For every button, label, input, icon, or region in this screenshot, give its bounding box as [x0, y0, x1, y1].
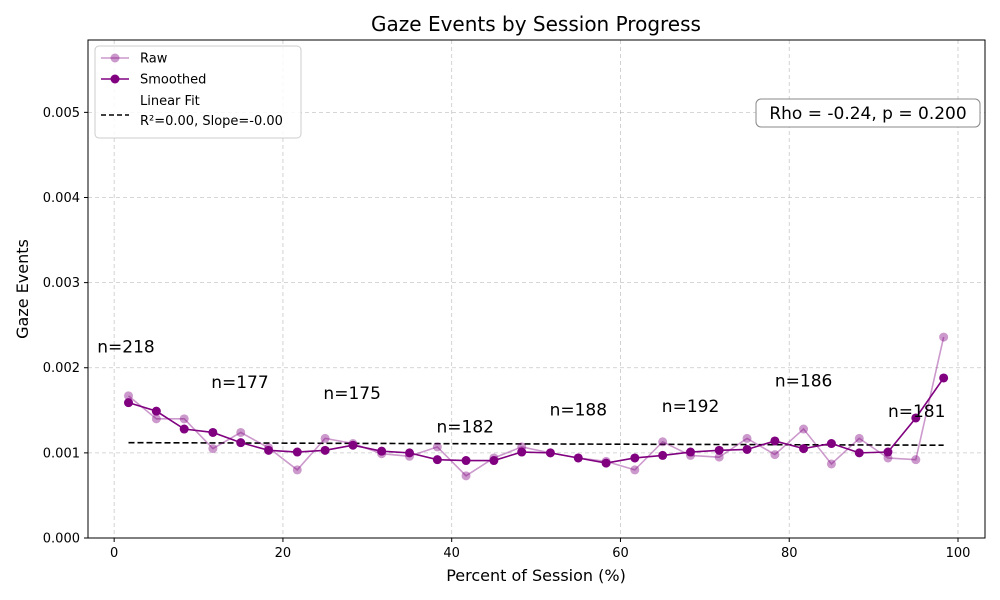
smoothed-point-20	[686, 447, 696, 457]
y-tick-label-4: 0.004	[43, 191, 80, 206]
smoothed-point-28	[911, 413, 921, 423]
smoothed-point-22	[742, 444, 752, 454]
x-tick-label-0: 0	[110, 546, 118, 561]
raw-point-1	[151, 414, 161, 424]
y-axis-label: Gaze Events	[13, 239, 32, 339]
linear-fit-line	[128, 441, 944, 447]
raw-point-18	[630, 465, 640, 475]
legend-fit-stats: R²=0.00, Slope=-0.00	[140, 114, 283, 129]
stat-box-text: Rho = -0.24, p = 0.200	[769, 104, 966, 124]
legend: Raw Smoothed Linear Fit R²=0.00, Slope=-…	[94, 45, 302, 139]
x-axis-label: Percent of Session (%)	[446, 566, 626, 585]
smoothed-point-17	[601, 458, 611, 468]
raw-point-28	[911, 455, 921, 465]
legend-smoothed-marker	[110, 74, 120, 84]
sample-size-annotation-5: n=192	[662, 397, 719, 417]
smoothed-point-24	[799, 444, 809, 454]
stat-box: Rho = -0.24, p = 0.200	[755, 98, 981, 128]
series-layer	[124, 332, 949, 481]
smoothed-point-27	[883, 447, 893, 457]
smoothed-point-19	[658, 450, 668, 460]
smoothed-point-11	[432, 455, 442, 465]
raw-point-26	[854, 433, 864, 443]
smoothed-point-1	[151, 406, 161, 416]
grid	[88, 40, 985, 539]
y-tick-label-0: 0.000	[43, 532, 80, 547]
legend-frame	[94, 45, 302, 139]
smoothed-point-16	[573, 453, 583, 463]
legend-fit-label: Linear Fit	[140, 94, 200, 109]
raw-point-22	[742, 433, 752, 443]
smoothed-point-0	[124, 398, 134, 408]
raw-point-11	[432, 442, 442, 452]
smoothed-point-29	[939, 373, 949, 383]
sample-size-annotation-1: n=177	[211, 373, 268, 393]
sample-size-annotation-2: n=175	[323, 384, 380, 404]
y-tick-label-2: 0.002	[43, 361, 80, 376]
sample-size-annotation-4: n=188	[550, 400, 607, 420]
smoothed-series-line	[128, 377, 945, 464]
plot-frame	[87, 39, 986, 539]
sample-size-annotation-3: n=182	[437, 417, 494, 437]
x-tick-label-4: 80	[781, 546, 798, 561]
y-tick-label-5: 0.005	[43, 106, 80, 121]
smoothed-point-6	[292, 447, 302, 457]
raw-point-6	[292, 465, 302, 475]
smoothed-point-12	[461, 456, 471, 466]
raw-point-23	[770, 450, 780, 460]
annotations: n=218 n=177 n=175 n=182 n=188 n=192 n=186 n=181	[97, 337, 945, 437]
smoothed-point-4	[236, 438, 246, 448]
smoothed-point-14	[517, 447, 527, 457]
raw-point-24	[799, 424, 809, 434]
x-tick-label-2: 40	[443, 546, 460, 561]
smoothed-point-3	[208, 427, 218, 437]
sample-size-annotation-0: n=218	[97, 337, 154, 357]
smoothed-point-10	[405, 448, 415, 458]
x-tick-label-5: 100	[946, 546, 971, 561]
raw-series-line	[127, 336, 945, 477]
smoothed-point-18	[630, 453, 640, 463]
raw-point-0	[124, 391, 134, 401]
smoothed-point-2	[179, 424, 189, 434]
smoothed-point-25	[826, 439, 836, 449]
smoothed-point-9	[377, 446, 387, 456]
smoothed-point-13	[489, 456, 499, 466]
stat-box-frame	[755, 98, 981, 128]
raw-point-29	[939, 332, 949, 342]
smoothed-point-26	[854, 448, 864, 458]
smoothed-point-21	[714, 445, 724, 455]
x-tick-label-3: 60	[612, 546, 629, 561]
smoothed-point-7	[320, 445, 330, 455]
legend-smoothed-label: Smoothed	[140, 73, 206, 88]
y-tick-label-3: 0.003	[43, 276, 80, 291]
raw-point-21	[714, 452, 724, 462]
legend-raw-marker	[110, 53, 120, 63]
smoothed-point-8	[348, 440, 358, 450]
sample-size-annotation-6: n=186	[775, 371, 832, 391]
x-tick-label-1: 20	[275, 546, 292, 561]
raw-point-12	[461, 471, 471, 481]
smoothed-point-15	[545, 448, 555, 458]
legend-raw-label: Raw	[140, 52, 168, 67]
raw-point-2	[179, 414, 189, 424]
fit-layer	[128, 441, 944, 447]
smoothed-point-5	[264, 445, 274, 455]
sample-size-annotation-7: n=181	[888, 402, 945, 422]
y-tick-label-1: 0.001	[43, 446, 80, 461]
raw-point-4	[236, 427, 246, 437]
smoothed-point-23	[770, 436, 780, 446]
axes: 0 20 40 60 80 100 0.000 0.001 0.002 0.003 0.004 0.0…	[43, 39, 986, 561]
raw-point-7	[320, 433, 330, 443]
raw-point-19	[658, 437, 668, 447]
raw-point-3	[208, 444, 218, 454]
raw-point-25	[826, 459, 836, 469]
chart-title: Gaze Events by Session Progress	[371, 12, 701, 36]
